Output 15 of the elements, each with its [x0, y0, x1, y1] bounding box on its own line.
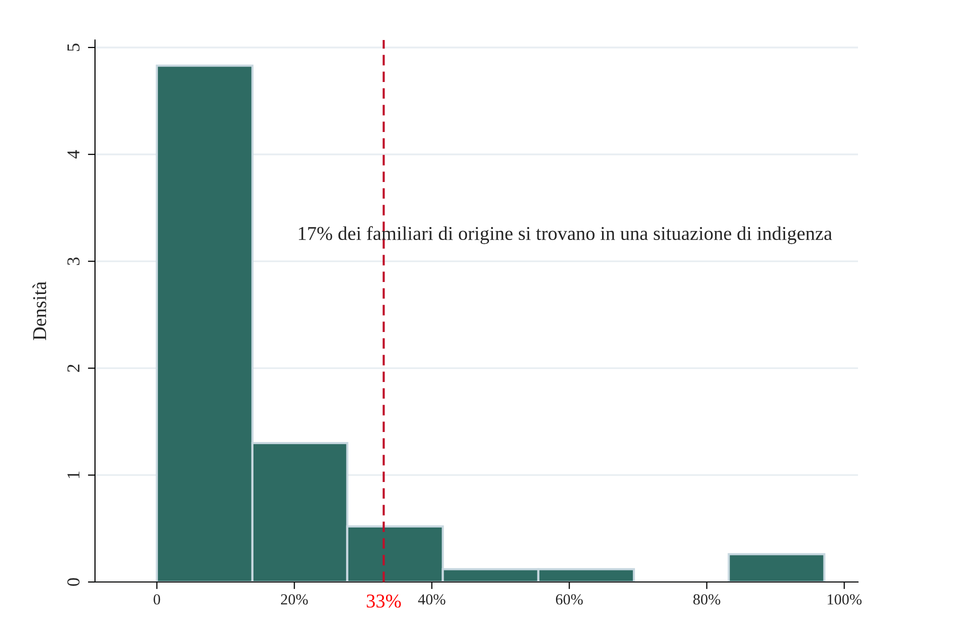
y-tick-label: 1 — [67, 472, 80, 478]
x-tick-label: 0 — [154, 594, 160, 605]
x-tick-label: 20% — [281, 594, 308, 605]
ref-line-label: 33% — [366, 594, 401, 608]
y-tick-label: 5 — [68, 44, 80, 51]
x-tick-label: 60% — [556, 594, 583, 605]
y-tick-label: 0 — [67, 578, 80, 586]
x-tick-label: 100% — [828, 594, 862, 605]
y-axis-title: Densità — [32, 282, 46, 340]
annotation: 17% dei familiari di origine si trovano in una situazione di indigenza — [298, 226, 832, 244]
x-tick-label: 80% — [693, 594, 720, 605]
x-tick-label: 40% — [418, 594, 446, 605]
y-tick-label: 4 — [67, 150, 80, 159]
y-tick-label: 3 — [67, 257, 80, 265]
y-tick-label: 2 — [67, 364, 80, 372]
